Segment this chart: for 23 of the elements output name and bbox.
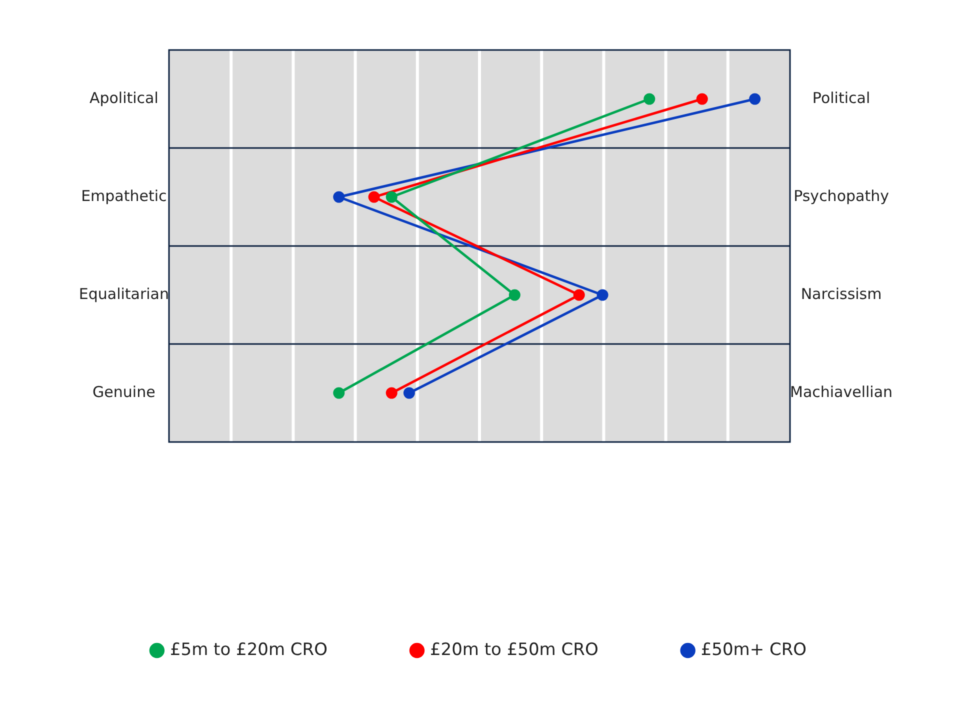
y2-tick-label: Political [812,88,870,107]
point [386,387,398,399]
point [333,387,345,399]
y-tick-label: Genuine [92,382,156,401]
point [573,289,585,301]
point [749,93,761,105]
y2-tick-label: Machiavellian [790,382,893,401]
y-tick-label: Empathetic [81,186,167,205]
legend-label: £5m to £20m CRO [170,640,328,660]
legend-label: £50m+ CRO [700,640,807,660]
point [368,191,380,203]
y2-tick-label: Psychopathy [794,186,890,205]
point [644,93,656,105]
point [403,387,415,399]
point [696,93,708,105]
legend-label: £20m to £50m CRO [430,640,598,660]
point [386,191,398,203]
y-tick-label: Apolitical [89,88,158,107]
point [333,191,345,203]
point [508,289,520,301]
y-tick-label: Equalitarian [78,284,169,303]
point [596,289,608,301]
y2-tick-label: Narcissism [800,284,882,303]
